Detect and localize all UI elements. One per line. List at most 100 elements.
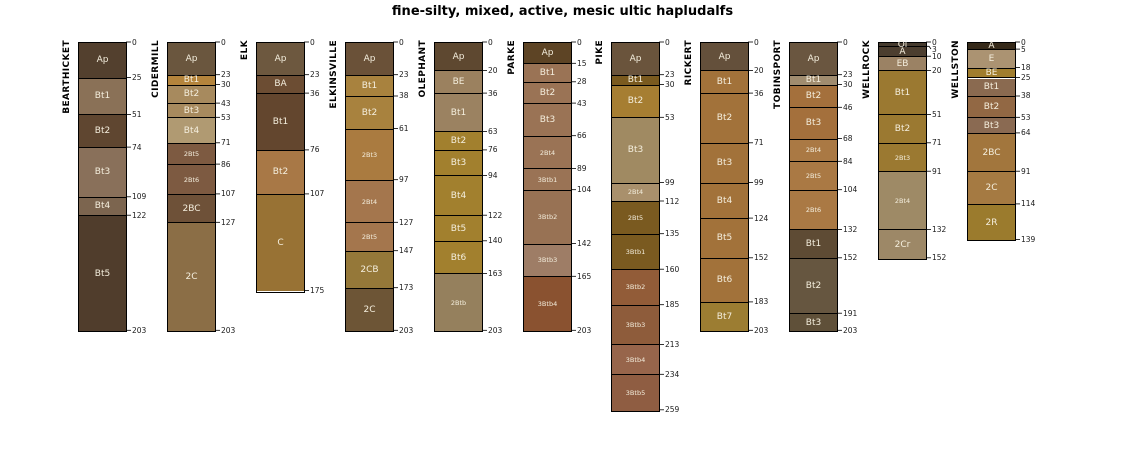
- series-label-cidermill: CIDERMILL: [151, 40, 161, 98]
- horizon-cell: Ap: [524, 43, 571, 65]
- horizon-label: Bt1: [983, 82, 1000, 93]
- depth-tick-label: 132: [843, 224, 858, 234]
- horizon-label: 3Btb1: [625, 247, 646, 256]
- horizon-cell: Bt2: [790, 258, 837, 315]
- horizon-label: Bt3: [627, 145, 644, 156]
- depth-tick-label: 0: [754, 37, 759, 47]
- horizon-label: 3Btb2: [625, 283, 646, 292]
- depth-tick-label: 0: [221, 37, 226, 47]
- depth-tick-label: 91: [932, 166, 942, 176]
- horizon-cell: Ap: [435, 43, 482, 72]
- series-label-elkinsville: ELKINSVILLE: [329, 40, 339, 109]
- horizon-label: Bt3: [983, 120, 1000, 131]
- profile-column-tobinsport: Ap Bt1 Bt2 Bt3 2Bt4 2Bt5 2Bt6 Bt1 Bt2 Bt3: [789, 42, 838, 332]
- horizon-cell: E: [968, 50, 1015, 69]
- depth-tick-label: 203: [843, 325, 858, 335]
- horizon-cell: Bt1: [968, 78, 1015, 97]
- horizon-label: Bt2: [805, 281, 822, 292]
- horizon-cell: Bt5: [435, 216, 482, 242]
- horizon-label: Bt1: [805, 75, 822, 86]
- horizon-label: EB: [896, 58, 909, 69]
- horizon-label: 2Bt5: [627, 213, 644, 222]
- depth-tick-label: 163: [488, 268, 503, 278]
- horizon-label: 2Bt4: [894, 196, 911, 205]
- depth-tick-label: 203: [577, 325, 592, 335]
- horizon-label: BE: [452, 77, 465, 88]
- horizon-label: Bt3: [805, 118, 822, 129]
- horizon-cell: Bt1: [790, 76, 837, 86]
- horizon-label: Ap: [807, 53, 820, 64]
- horizon-cell: Bt6: [435, 241, 482, 275]
- horizon-cell: Bt2: [435, 132, 482, 151]
- horizon-label: 2Bt5: [361, 233, 378, 242]
- horizon-label: Bt2: [983, 102, 1000, 113]
- depth-tick-label: 175: [310, 286, 325, 295]
- depth-tick-label: 46: [843, 102, 853, 112]
- horizon-label: BA: [274, 79, 287, 90]
- depth-tick-label: 99: [665, 178, 675, 188]
- horizon-label: 2Btb: [450, 298, 467, 307]
- horizon-cell: Bt3: [790, 314, 837, 332]
- series-label-tobinsport: TOBINSPORT: [773, 40, 783, 109]
- horizon-cell: Ap: [790, 43, 837, 76]
- horizon-label: 2C: [185, 272, 198, 283]
- horizon-cell: 2Bt5: [790, 162, 837, 191]
- horizon-cell: C: [257, 194, 304, 292]
- horizon-cell: Bt1: [346, 75, 393, 97]
- horizon-label: 3Btb3: [625, 321, 646, 330]
- horizon-cell: Bt1: [435, 94, 482, 133]
- horizon-cell: Ap: [701, 43, 748, 72]
- depth-tick-label: 76: [488, 145, 498, 155]
- horizon-label: Bt7: [716, 312, 733, 323]
- depth-tick-label: 25: [132, 73, 142, 82]
- series-label-bearthicket: BEARTHICKET: [62, 40, 72, 114]
- depth-tick-label: 139: [1021, 234, 1036, 244]
- depth-tick-label: 203: [221, 325, 236, 335]
- depth-tick-label: 76: [310, 145, 320, 155]
- horizon-cell: Bt3: [968, 118, 1015, 134]
- horizon-label: Bt5: [716, 233, 733, 244]
- depth-tick-label: 23: [843, 70, 853, 80]
- figure-title: fine-silty, mixed, active, mesic ultic h…: [391, 4, 734, 19]
- depth-tick-label: 36: [488, 88, 498, 98]
- depth-tick-label: 99: [754, 178, 764, 188]
- horizon-cell: 2Cr: [879, 230, 926, 259]
- horizon-cell: 2Bt5: [612, 202, 659, 235]
- horizon-label: Bt2: [627, 96, 644, 107]
- horizon-cell: 2Bt3: [346, 129, 393, 181]
- depth-tick-label: 20: [932, 65, 942, 75]
- horizon-cell: 3Btb2: [524, 190, 571, 245]
- horizon-cell: Bt4: [79, 197, 126, 217]
- horizon-cell: 3Btb3: [524, 244, 571, 278]
- horizon-label: Bt3: [183, 105, 200, 116]
- horizon-label: E: [988, 53, 995, 64]
- horizon-cell: Bt2: [346, 96, 393, 130]
- horizon-cell: Ap: [257, 43, 304, 76]
- depth-tick-label: 203: [754, 325, 769, 335]
- depth-tick-label: 28: [577, 77, 587, 87]
- depth-tick-label: 135: [665, 229, 680, 239]
- horizon-cell: Bt4: [701, 183, 748, 220]
- horizon-label: Ap: [629, 53, 642, 64]
- depth-tick-label: 97: [399, 175, 409, 185]
- depth-tick-label: 25: [1021, 73, 1031, 82]
- depth-tick-label: 36: [310, 88, 320, 98]
- depth-tick-label: 30: [843, 80, 853, 90]
- depth-tick-label: 127: [399, 217, 414, 227]
- horizon-label: 3Btb5: [625, 389, 646, 398]
- horizon-label: Bt3: [450, 158, 467, 169]
- horizon-label: 2R: [985, 217, 998, 228]
- depth-tick-label: 160: [665, 264, 680, 274]
- horizon-cell: 2C: [346, 288, 393, 332]
- horizon-cell: Bt1: [257, 94, 304, 151]
- horizon-label: Bt3: [94, 167, 111, 178]
- horizon-label: 2Bt4: [627, 188, 644, 197]
- profile-column-parke: Ap Bt1 Bt2 Bt3 2Bt4 3Btb1 3Btb2 3Btb3 3Btb4: [523, 42, 572, 332]
- depth-tick-label: 94: [488, 170, 498, 180]
- horizon-cell: A: [879, 47, 926, 58]
- depth-tick-label: 38: [1021, 91, 1031, 101]
- depth-tick-label: 20: [754, 65, 764, 75]
- profile-column-pike: Ap Bt1 Bt2 Bt3 2Bt4 2Bt5 3Btb1 3Btb2 3Btb3 3Btb4 3…: [611, 42, 660, 412]
- profile-column-wellrock: Oi A EB Bt1 Bt2 2Bt3 2Bt4 2Cr: [878, 40, 927, 260]
- horizon-cell: 2Bt4: [790, 139, 837, 163]
